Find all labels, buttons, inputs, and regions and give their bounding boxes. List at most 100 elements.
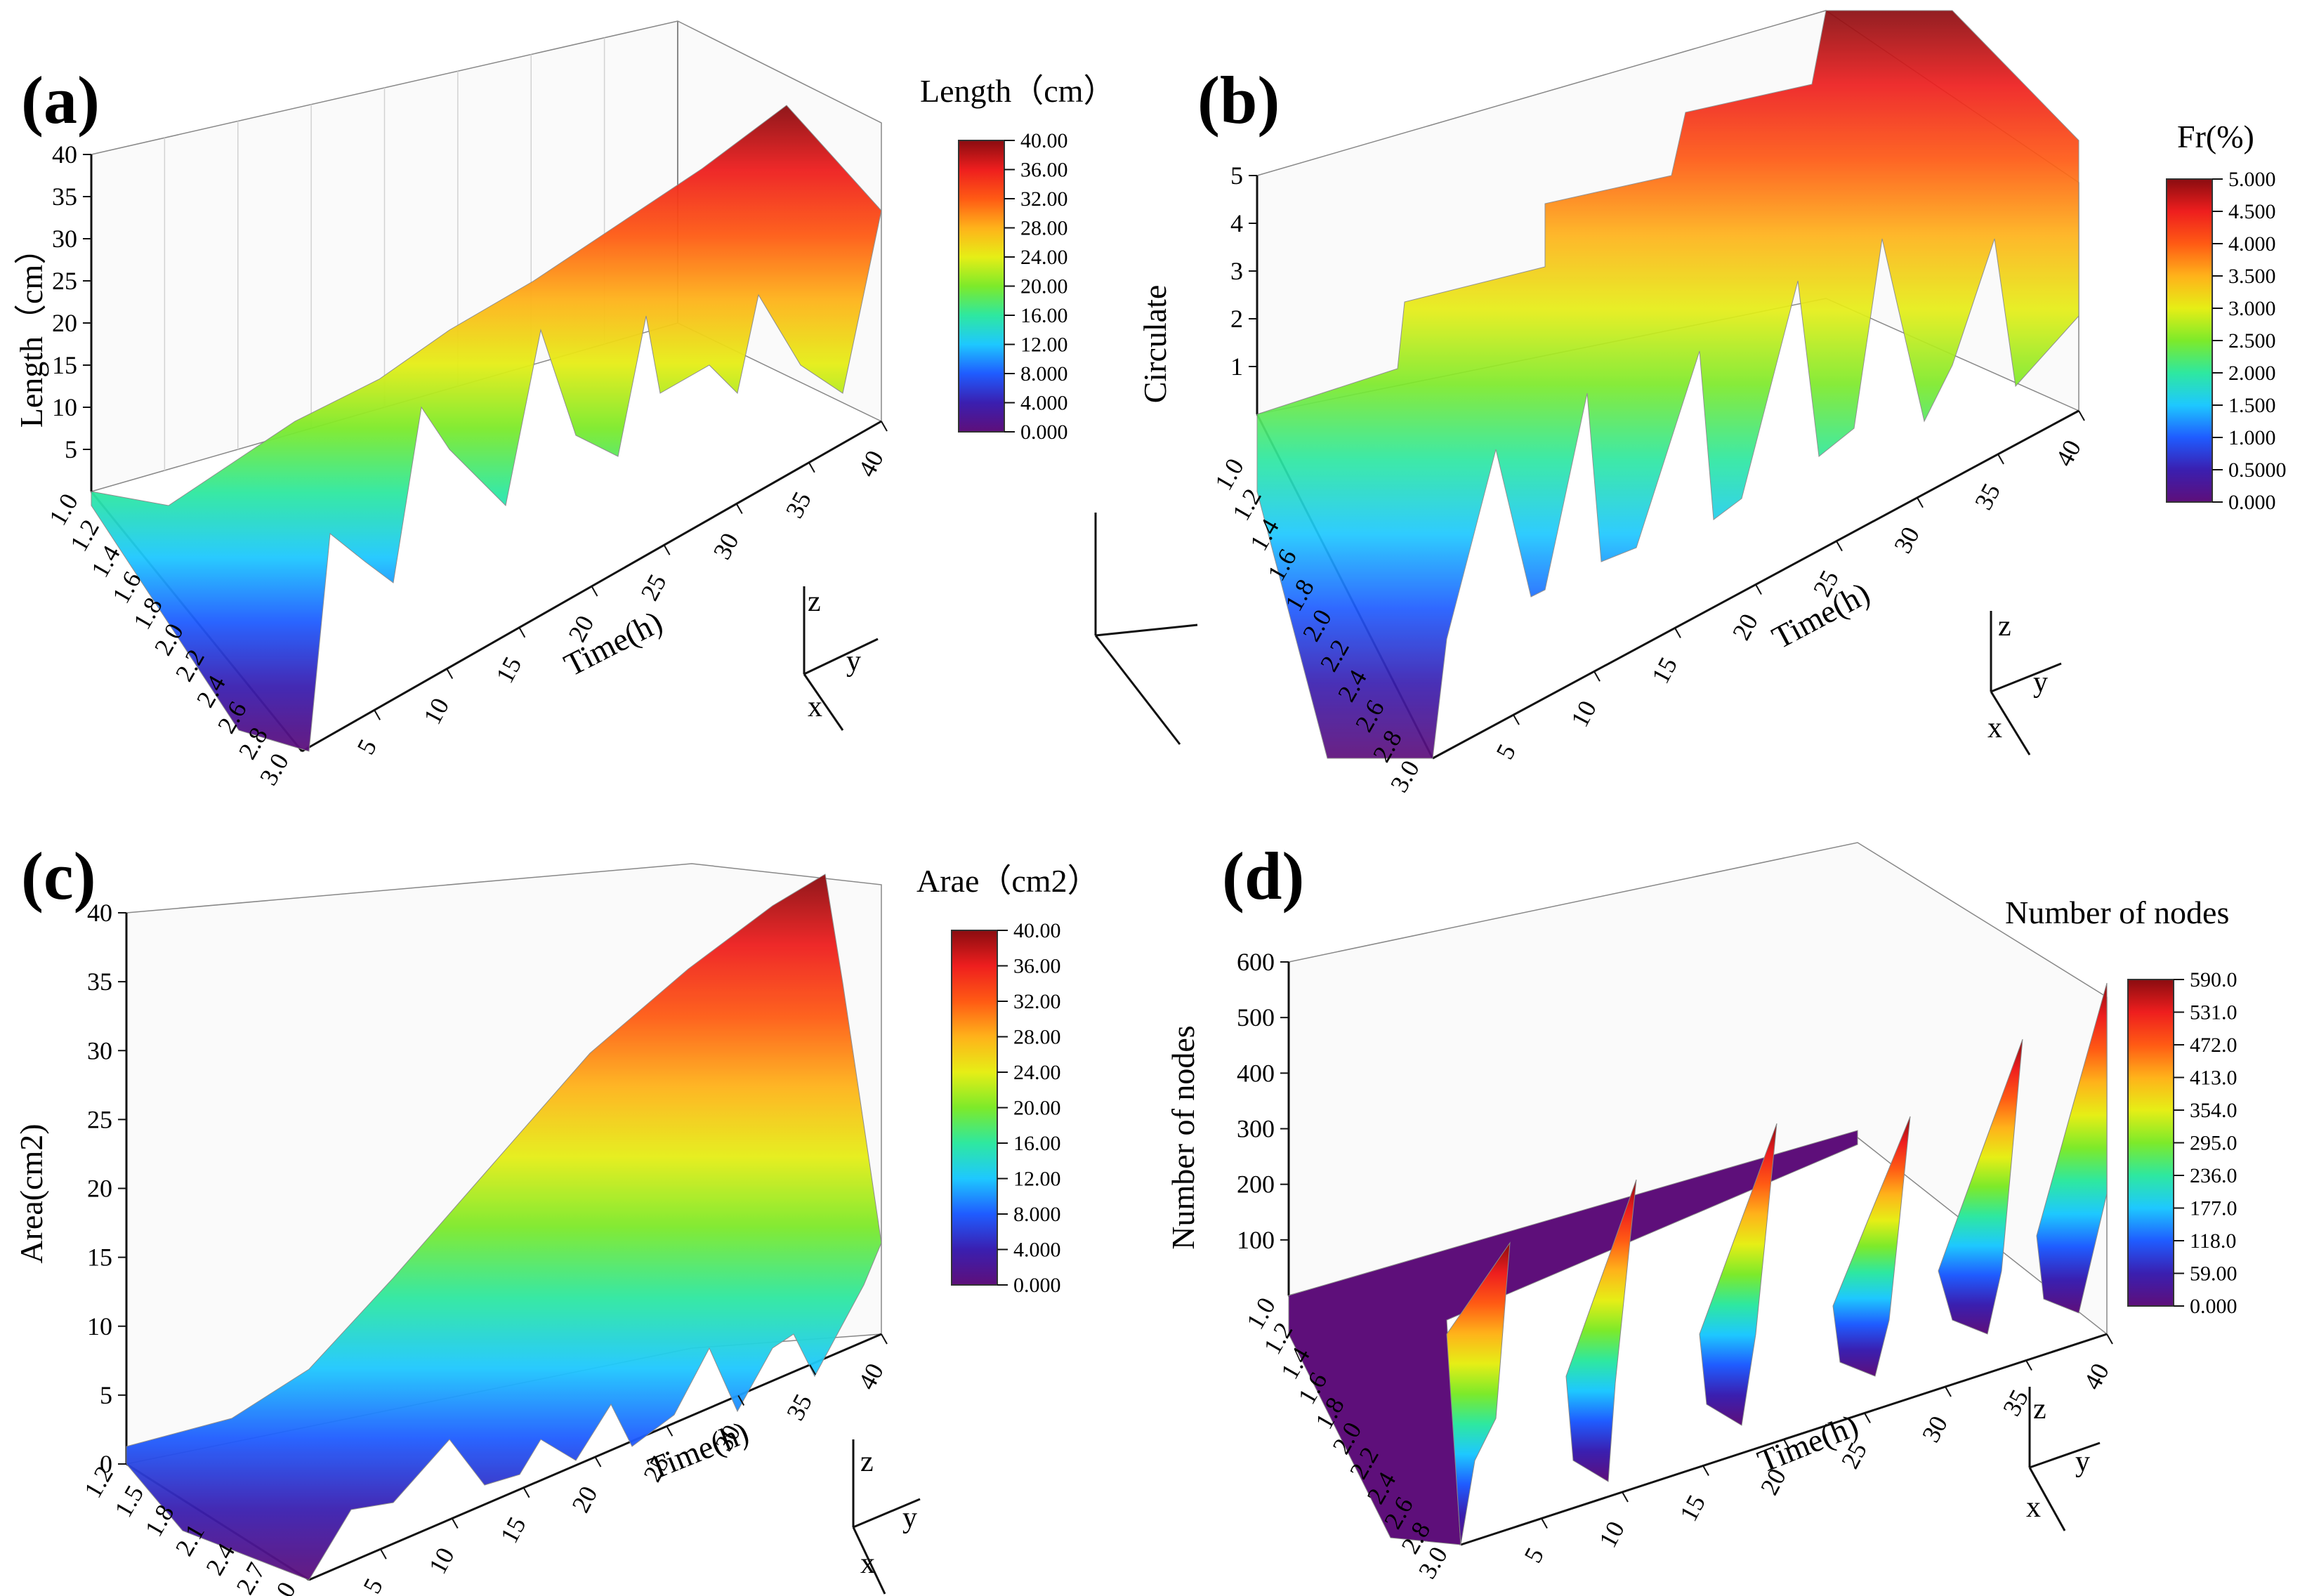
panel-label-b: (b) bbox=[1197, 62, 1280, 138]
stray-axes bbox=[1094, 513, 1198, 745]
axis-triad-d bbox=[2028, 1387, 2101, 1531]
y-tick-mark-c bbox=[809, 1364, 816, 1376]
colorbar-ramp-c bbox=[951, 930, 998, 1286]
colorbar-tick-label-d: 295.0 bbox=[2190, 1132, 2237, 1155]
colorbar-tick-label-a: 20.00 bbox=[1020, 275, 1068, 298]
triad-z-d: z bbox=[2033, 1393, 2046, 1425]
colorbar-ticks-c: 40.00 36.00 32.00 28.00 24.00 20.00 16.00 12.00… bbox=[997, 919, 1061, 1297]
y-tick-mark-d bbox=[1622, 1491, 1629, 1503]
y-tick-mark-b bbox=[1836, 541, 1843, 552]
colorbar-ramp-b bbox=[2166, 178, 2213, 503]
z-ticks-c: 0 5 10 15 20 25 30 35 40 bbox=[87, 899, 126, 1478]
z-tick-label-c: 15 bbox=[87, 1244, 112, 1272]
colorbar-tick-label-c: 8.000 bbox=[1013, 1203, 1061, 1226]
y-tick-mark-b bbox=[1593, 671, 1601, 682]
colorbar-title-b: Fr(%) bbox=[2177, 119, 2254, 154]
z-tick-label-a: 35 bbox=[52, 183, 77, 211]
colorbar-tick-label-d: 236.0 bbox=[2190, 1164, 2237, 1187]
colorbar-tick-label-d: 472.0 bbox=[2190, 1034, 2237, 1057]
axis-triad-b bbox=[1990, 611, 2062, 756]
y-tick-mark-d bbox=[2025, 1360, 2032, 1371]
triad-y-a: y bbox=[846, 645, 861, 678]
z-tick-label-c: 10 bbox=[87, 1312, 112, 1340]
panel-a: (a) 5 10 15 20 25 30 35 40 1.01.21.41.61.82.02.… bbox=[13, 20, 1116, 790]
y-tick-mark-a bbox=[591, 586, 598, 597]
colorbar-tick-label-c: 32.00 bbox=[1013, 990, 1061, 1013]
triad-x-c: x bbox=[860, 1548, 875, 1580]
z-tick-label-a: 25 bbox=[52, 267, 77, 295]
colorbar-tick-label-d: 413.0 bbox=[2190, 1067, 2237, 1090]
colorbar-tick-label-d: 59.00 bbox=[2190, 1262, 2237, 1286]
z-tick-label-c: 25 bbox=[87, 1105, 112, 1133]
colorbar-tick-label-a: 12.00 bbox=[1020, 334, 1068, 357]
colorbar-tick-label-d: 531.0 bbox=[2190, 1001, 2237, 1024]
z-tick-label-a: 30 bbox=[52, 225, 77, 253]
surface-c bbox=[126, 873, 882, 1581]
y-tick-label-a: 35 bbox=[780, 487, 817, 523]
triad-x-d: x bbox=[2026, 1491, 2041, 1524]
colorbar-tick-label-d: 590.0 bbox=[2190, 968, 2237, 991]
colorbar-tick-label-a: 24.00 bbox=[1020, 246, 1068, 269]
y-tick-label-a: 10 bbox=[418, 693, 454, 729]
y-tick-label-d: 35 bbox=[1997, 1385, 2034, 1420]
y-tick-mark-a bbox=[881, 421, 888, 432]
colorbar-tick-label-c: 0.000 bbox=[1013, 1274, 1061, 1297]
colorbar-tick-label-c: 36.00 bbox=[1013, 955, 1061, 978]
y-tick-mark-b bbox=[2078, 410, 2085, 421]
z-tick-label-b: 3 bbox=[1230, 257, 1243, 285]
colorbar-tick-label-b: 4.500 bbox=[2228, 200, 2276, 223]
y-tick-label-c: 5 bbox=[357, 1574, 388, 1596]
y-tick-label-c: 10 bbox=[423, 1543, 460, 1578]
colorbar-ramp-a bbox=[958, 140, 1005, 433]
x-tick-label-c: 1.5 bbox=[109, 1481, 149, 1522]
colorbar-ticks-b: 5.000 4.500 4.000 3.500 3.000 2.500 2.000 1.500… bbox=[2212, 168, 2287, 514]
y-tick-mark-d bbox=[1541, 1518, 1548, 1529]
y-tick-label-c: 40 bbox=[853, 1359, 889, 1394]
z-axis-label-c: Area(cm2) bbox=[13, 1123, 49, 1263]
y-tick-mark-a bbox=[518, 627, 526, 638]
triad-z-b: z bbox=[1998, 610, 2011, 642]
y-tick-mark-d bbox=[2106, 1333, 2113, 1345]
colorbar-tick-label-d: 354.0 bbox=[2190, 1099, 2237, 1122]
triad-y-c: y bbox=[902, 1502, 917, 1534]
colorbar-tick-label-b: 5.000 bbox=[2228, 168, 2276, 191]
colorbar-tick-label-a: 36.00 bbox=[1020, 159, 1068, 182]
z-tick-label-a: 40 bbox=[52, 140, 77, 169]
y-tick-label-a: 40 bbox=[853, 446, 889, 482]
colorbar-tick-label-c: 28.00 bbox=[1013, 1026, 1061, 1049]
triad-z-c: z bbox=[860, 1446, 874, 1478]
colorbar-tick-label-b: 3.500 bbox=[2228, 265, 2276, 288]
z-ticks-a: 5 10 15 20 25 30 35 40 bbox=[52, 140, 91, 463]
colorbar-tick-label-b: 1.000 bbox=[2228, 426, 2276, 449]
y-tick-label-a: 5 bbox=[351, 734, 382, 759]
colorbar-tick-label-d: 177.0 bbox=[2190, 1197, 2237, 1220]
y-tick-label-a: 30 bbox=[708, 528, 744, 564]
y-axis-label-d: Time(h) bbox=[1753, 1407, 1863, 1479]
y-tick-label-b: 30 bbox=[1888, 522, 1925, 558]
colorbar-tick-label-c: 40.00 bbox=[1013, 919, 1061, 942]
y-tick-mark-a bbox=[735, 503, 743, 514]
y-tick-label-d: 5 bbox=[1518, 1543, 1549, 1567]
colorbar-tick-label-a: 32.00 bbox=[1020, 187, 1068, 211]
y-tick-mark-d bbox=[1702, 1465, 1709, 1476]
colorbar-d: Number of nodes 590.0 531.0 472.0 413.0 354.… bbox=[2005, 895, 2237, 1318]
colorbar-a: Length（cm） 40.00 36.00 32.00 28.00 24.00 20.0… bbox=[920, 73, 1116, 444]
colorbar-tick-label-a: 4.000 bbox=[1020, 392, 1068, 415]
z-tick-label-b: 1 bbox=[1230, 352, 1243, 381]
z-tick-label-b: 4 bbox=[1230, 209, 1243, 237]
y-tick-mark-d bbox=[1783, 1439, 1790, 1450]
y-tick-mark-b bbox=[1674, 627, 1681, 638]
colorbar-c: Arae（cm2） 40.00 36.00 32.00 28.00 24.00 20.00… bbox=[916, 863, 1100, 1297]
axis-triad-a bbox=[803, 586, 879, 731]
z-tick-label-c: 0 bbox=[100, 1450, 112, 1478]
triad-z-a: z bbox=[808, 586, 821, 618]
colorbar-tick-label-b: 2.000 bbox=[2228, 362, 2276, 385]
y-tick-label-d: 30 bbox=[1917, 1411, 1953, 1447]
y-tick-label-b: 10 bbox=[1565, 696, 1602, 732]
surface-a bbox=[91, 105, 882, 752]
z-tick-label-a: 10 bbox=[52, 393, 77, 421]
y-tick-label-c: 20 bbox=[566, 1482, 603, 1517]
